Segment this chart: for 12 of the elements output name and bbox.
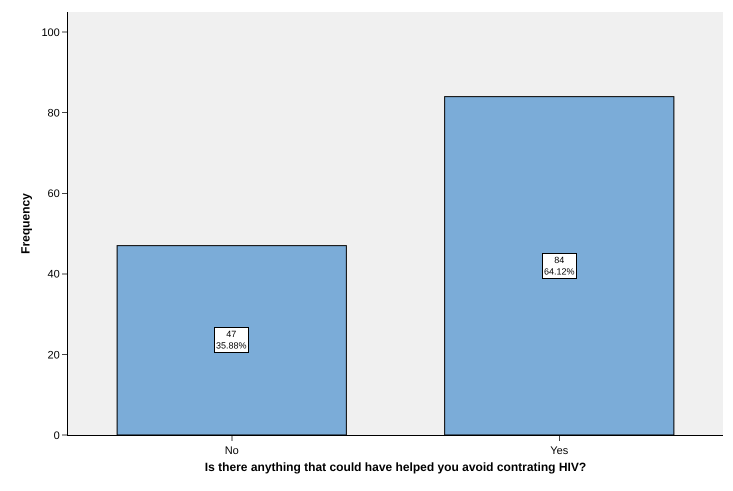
y-tick-label: 80 (48, 108, 60, 120)
x-axis-title: Is there anything that could have helped you avoid contrating HIV? (204, 460, 586, 474)
y-tick-label: 20 (48, 349, 60, 362)
y-tick-label: 0 (54, 430, 60, 442)
y-tick-label: 40 (48, 268, 60, 281)
y-tick-label: 100 (41, 26, 60, 39)
y-tick-label: 60 (48, 188, 60, 200)
x-tick-label: Yes (550, 445, 569, 458)
data-label: 84 64.12% (544, 255, 575, 277)
y-axis-title: Frequency (18, 192, 33, 254)
data-label: 47 35.88% (216, 329, 247, 351)
x-tick-label: No (224, 445, 239, 458)
